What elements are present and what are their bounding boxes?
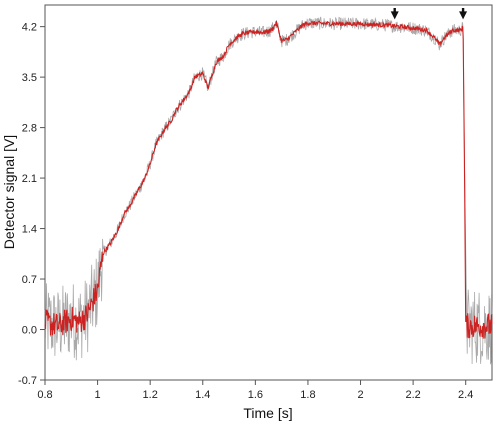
y-tick-label: 1.4 bbox=[22, 224, 37, 236]
x-tick-label: 0.8 bbox=[37, 389, 52, 401]
x-tick-label: 1.2 bbox=[143, 389, 158, 401]
y-tick-label: 0.7 bbox=[22, 274, 37, 286]
x-tick-label: 2.2 bbox=[405, 389, 420, 401]
raw-signal-line bbox=[44, 16, 493, 365]
plot-area bbox=[44, 4, 493, 381]
y-axis-label: Detector signal [V] bbox=[1, 135, 17, 249]
series-line bbox=[44, 20, 493, 339]
x-tick-label: 1.4 bbox=[195, 389, 210, 401]
x-tick-label: 1.8 bbox=[300, 389, 315, 401]
arrow-marker-head bbox=[390, 11, 399, 20]
arrow-marker-head bbox=[459, 11, 468, 20]
arrows-layer bbox=[390, 8, 468, 20]
x-tick-label: 2 bbox=[357, 389, 363, 401]
series-layer bbox=[44, 20, 493, 339]
y-tick-label: 4.2 bbox=[22, 22, 37, 34]
x-axis-label: Time [s] bbox=[243, 405, 292, 421]
y-tick-label: 2.1 bbox=[22, 173, 37, 185]
y-axis: -0.7 0.0 0.7 1.4 2.1 2.8 3.5 4.2 bbox=[18, 22, 45, 387]
y-tick-label: 3.5 bbox=[22, 72, 37, 84]
x-tick-label: 2.4 bbox=[458, 389, 473, 401]
plot-frame bbox=[44, 4, 493, 381]
y-tick-label: 2.8 bbox=[22, 123, 37, 135]
y-tick-label: 0.0 bbox=[22, 325, 37, 337]
x-tick-label: 1.6 bbox=[248, 389, 263, 401]
y-tick-label: -0.7 bbox=[18, 375, 37, 387]
x-tick-label: 1 bbox=[95, 389, 101, 401]
x-axis: 0.8 1 1.2 1.4 1.6 1.8 2 2.2 2.4 bbox=[37, 380, 473, 401]
noise-band bbox=[44, 16, 493, 365]
